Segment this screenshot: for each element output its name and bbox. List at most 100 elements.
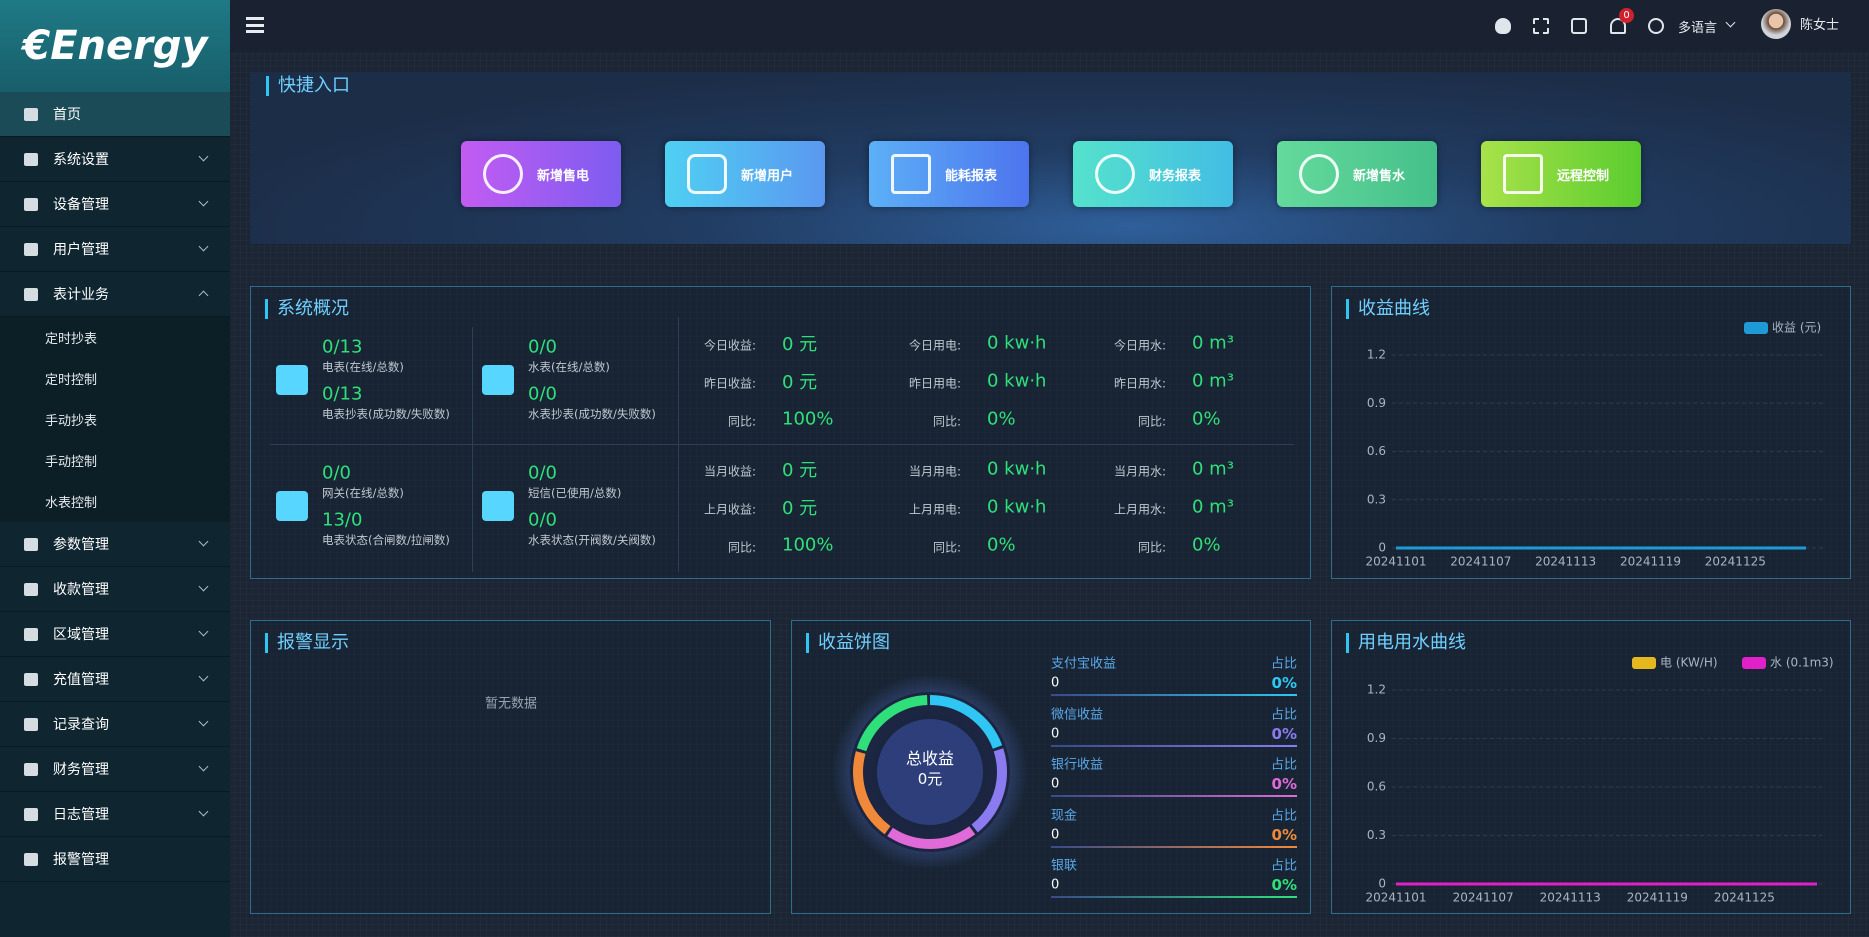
center-title: 总收益: [906, 749, 954, 768]
item-value: 0: [1051, 827, 1060, 843]
item-underline: [1051, 845, 1297, 848]
item-value: 0: [1051, 675, 1060, 691]
submenu-item[interactable]: 手动抄表: [0, 399, 230, 440]
menu-icon: [24, 762, 38, 776]
menu-icon: [24, 197, 38, 211]
usage-chart-panel: 用电用水曲线: [1331, 620, 1851, 914]
meter-value: 0/0: [528, 462, 557, 484]
menu-icon: [24, 107, 38, 121]
menu-label: 首页: [53, 107, 81, 123]
menu-label: 收款管理: [53, 582, 109, 598]
overview-panel: 系统概况 0/13 电表(在线/总数) 0/13 电表抄表(成功数/失败数) 0/0 水表…: [250, 286, 1311, 579]
quick-button[interactable]: 能耗报表: [869, 141, 1029, 207]
menu-item[interactable]: 收款管理: [0, 567, 230, 612]
submenu-item[interactable]: 水表控制: [0, 481, 230, 522]
menu-item[interactable]: 报警管理: [0, 837, 230, 882]
menu-icon: [24, 152, 38, 166]
share-label: 占比: [1270, 757, 1297, 773]
stat-label: 同比:: [932, 540, 961, 555]
donut: 总收益 0元: [832, 674, 1028, 870]
center-value: 0元: [918, 770, 943, 788]
item-name: 支付宝收益: [1051, 656, 1117, 672]
ring: [853, 695, 1007, 849]
stat-label: 同比:: [932, 414, 961, 429]
stat-label: 上月用水:: [1113, 502, 1166, 517]
panel-title: 收益饼图: [806, 633, 890, 653]
menu-item[interactable]: 设备管理: [0, 182, 230, 227]
share-value: 0%: [1271, 775, 1297, 794]
menu-item[interactable]: 日志管理: [0, 792, 230, 837]
menu-label: 报警管理: [53, 852, 109, 868]
quick-entry: 快捷入口 新增售电 新增用户 能耗报表 财务报表 新增售水 远程控制: [250, 72, 1851, 244]
menu-label: 用户管理: [53, 242, 109, 258]
stat-label: 同比:: [727, 540, 756, 555]
menu-label: 设备管理: [53, 197, 109, 213]
submenu-item[interactable]: 定时抄表: [0, 317, 230, 358]
stat-label: 今日用电:: [908, 338, 961, 353]
quick-button[interactable]: 新增售电: [461, 141, 621, 207]
item-underline: [1051, 694, 1297, 696]
notification-icon[interactable]: [1610, 18, 1626, 34]
menu-item[interactable]: 用户管理: [0, 227, 230, 272]
menu-item[interactable]: 表计业务: [0, 272, 230, 317]
submenu-item[interactable]: 定时控制: [0, 358, 230, 399]
stat-value: 0 元: [782, 460, 818, 481]
sound-icon[interactable]: [1571, 18, 1587, 34]
menu-item[interactable]: 系统设置: [0, 137, 230, 182]
submenu-item[interactable]: 手动控制: [0, 440, 230, 481]
menu-item[interactable]: 充值管理: [0, 657, 230, 702]
stat-value: 0 kw·h: [987, 370, 1047, 392]
share-value: 0%: [1271, 825, 1297, 844]
stat-value: 0 kw·h: [987, 458, 1047, 480]
menu-label: 日志管理: [53, 807, 109, 823]
panel-title: 收益曲线: [1346, 299, 1430, 319]
stat-value: 100%: [782, 408, 834, 430]
menu-item[interactable]: 记录查询: [0, 702, 230, 747]
avatar[interactable]: [1761, 9, 1791, 39]
donut-center: [873, 715, 987, 829]
theme-icon[interactable]: [1495, 18, 1511, 34]
quick-button[interactable]: 远程控制: [1481, 141, 1641, 207]
meter-label: 水表抄表(成功数/失败数): [528, 407, 656, 421]
panel-title: 报警显示: [265, 633, 349, 653]
menu-item[interactable]: 首页: [0, 92, 230, 137]
menu-label: 参数管理: [53, 537, 109, 553]
menu-toggle[interactable]: [246, 17, 264, 33]
alarm-panel: 报警显示 暂无数据: [250, 620, 771, 914]
meter-value: 0/0: [528, 509, 557, 531]
menu-icon: [24, 537, 38, 551]
meter-icon: [482, 365, 514, 395]
quick-button[interactable]: 财务报表: [1073, 141, 1233, 207]
item-value: 0: [1051, 726, 1060, 742]
language-select[interactable]: 多语言: [1678, 21, 1718, 36]
share-label: 占比: [1270, 858, 1297, 874]
meter-label: 电表状态(合闸数/拉闸数): [322, 533, 450, 547]
menu-item[interactable]: 参数管理: [0, 522, 230, 567]
meter-label: 水表状态(开阀数/关阀数): [528, 533, 656, 547]
divider: [678, 317, 679, 572]
fullscreen-icon[interactable]: [1533, 18, 1549, 34]
menu-label: 记录查询: [53, 717, 109, 733]
item-underline: [1051, 744, 1297, 747]
menu-icon: [24, 852, 38, 866]
stat-value: 0 m³: [1192, 496, 1234, 518]
stat-label: 同比:: [1137, 540, 1166, 555]
user-name[interactable]: 陈女士: [1800, 18, 1840, 33]
button-label: 新增用户: [741, 168, 794, 184]
menu-icon: [24, 242, 38, 256]
quick-button[interactable]: 新增售水: [1277, 141, 1437, 207]
stat-value: 0 元: [782, 498, 818, 519]
stat-value: 0 元: [782, 372, 818, 393]
menu-item[interactable]: 区域管理: [0, 612, 230, 657]
help-icon[interactable]: [1648, 18, 1664, 34]
ring-arc: [853, 695, 1007, 849]
menu-icon: [24, 807, 38, 821]
item-name: 现金: [1051, 808, 1078, 824]
stat-label: 当月用水:: [1113, 464, 1166, 479]
stat-value: 0%: [1192, 534, 1221, 556]
quick-button[interactable]: 新增用户: [665, 141, 825, 207]
stat-value: 0%: [1192, 408, 1221, 430]
divider: [270, 444, 1294, 445]
divider: [472, 327, 473, 572]
menu-item[interactable]: 财务管理: [0, 747, 230, 792]
